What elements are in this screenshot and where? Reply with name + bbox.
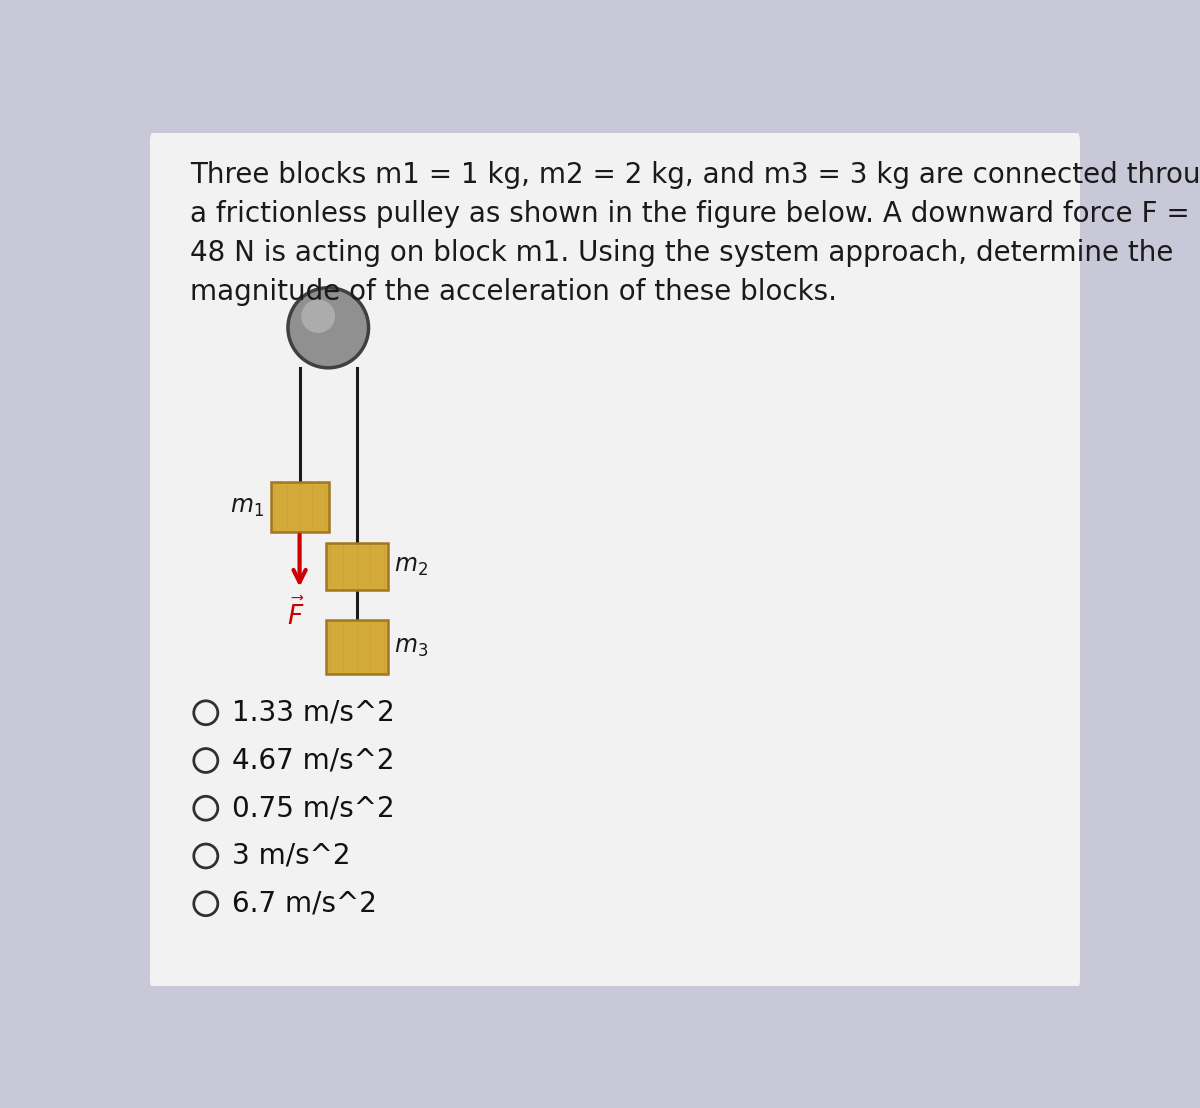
Circle shape	[301, 299, 335, 334]
FancyBboxPatch shape	[150, 126, 1080, 994]
Text: $m_3$: $m_3$	[394, 635, 428, 659]
Text: 3 m/s^2: 3 m/s^2	[232, 842, 350, 870]
Text: 1.33 m/s^2: 1.33 m/s^2	[232, 699, 395, 727]
Text: 0.75 m/s^2: 0.75 m/s^2	[232, 794, 395, 822]
Bar	[270, 482, 329, 532]
Text: Three blocks m1 = 1 kg, m2 = 2 kg, and m3 = 3 kg are connected through
a frictio: Three blocks m1 = 1 kg, m2 = 2 kg, and m…	[191, 161, 1200, 306]
Text: 4.67 m/s^2: 4.67 m/s^2	[232, 747, 395, 774]
Circle shape	[288, 288, 368, 368]
Text: $m_2$: $m_2$	[394, 554, 428, 578]
Text: 6.7 m/s^2: 6.7 m/s^2	[232, 890, 377, 917]
Text: $\vec{F}$: $\vec{F}$	[287, 598, 305, 632]
Text: $m_1$: $m_1$	[230, 495, 264, 519]
Bar	[326, 620, 388, 675]
Bar	[326, 543, 388, 589]
